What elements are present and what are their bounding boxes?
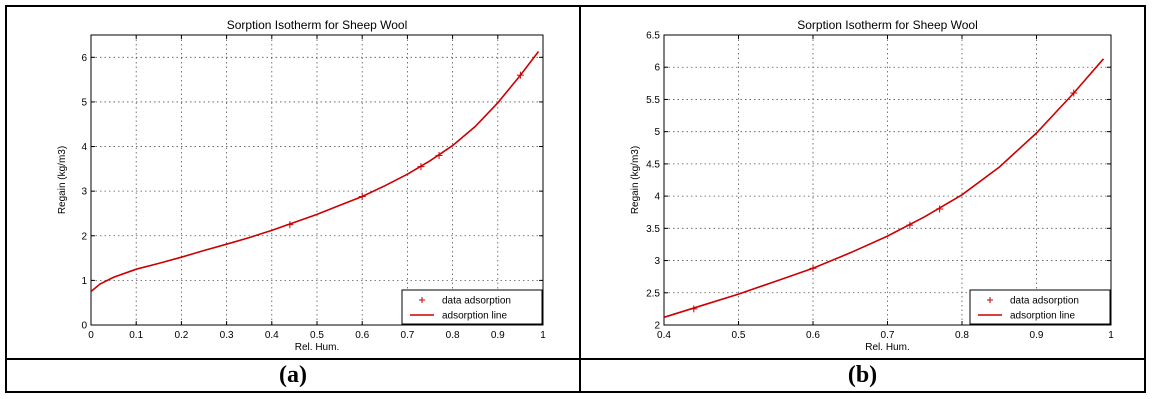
- chart-a-legend-label: data adsorption: [442, 296, 511, 307]
- chart-a-x-tick-label: 0.5: [310, 330, 324, 341]
- chart-b-legend-label: adsorption line: [1010, 311, 1075, 322]
- chart-a-y-tick-label: 4: [81, 142, 87, 153]
- caption-b: (b): [847, 362, 878, 388]
- chart-b-x-tick-label: 1: [1108, 330, 1114, 341]
- chart-a-y-axis-label: Regain (kg/m3): [57, 146, 68, 214]
- chart-b-y-tick-label: 5.5: [646, 95, 660, 106]
- chart-b-x-tick-label: 0.7: [881, 330, 895, 341]
- chart-a-y-tick-label: 3: [81, 187, 87, 198]
- chart-a-x-tick-label: 0.2: [174, 330, 188, 341]
- chart-a-legend-label: adsorption line: [442, 311, 507, 322]
- chart-a-x-tick-label: 0.4: [265, 330, 279, 341]
- chart-b-data-point: [906, 221, 914, 229]
- chart-b-y-tick-label: 2.5: [646, 288, 660, 299]
- chart-a-series-adsorption-line: [90, 51, 540, 293]
- chart-a-data-point: [358, 193, 366, 201]
- chart-a-svg: 0 0.1 0.2 0.3 0.4 0.5 0.6 0.7 0.8 0.9 1 0 1 2 3 4 5 6 Sorp…: [57, 18, 546, 353]
- chart-a-y-tick-label: 5: [81, 97, 87, 108]
- chart-b-x-axis-label: Rel. Hum.: [865, 342, 909, 353]
- chart-b-y-tick-label: 6.5: [646, 31, 660, 42]
- chart-a-data-point: [417, 163, 425, 171]
- chart-a-legend-marker-plus: [419, 297, 425, 303]
- chart-a-x-tick-label: 0.9: [491, 330, 505, 341]
- chart-b-legend-label: data adsorption: [1010, 296, 1079, 307]
- figure-frame: 0 0.1 0.2 0.3 0.4 0.5 0.6 0.7 0.8 0.9 1 0 1 2 3 4 5 6 Sorp…: [5, 5, 1146, 393]
- chart-a-x-tick-label: 0.7: [400, 330, 414, 341]
- chart-a-x-tick-label: 0: [88, 330, 94, 341]
- chart-b-y-tick-label: 3.5: [646, 224, 660, 235]
- horizontal-divider: [7, 358, 1144, 360]
- chart-b-y-tick-label: 4.5: [646, 159, 660, 170]
- chart-b-x-tick-label: 0.8: [955, 330, 969, 341]
- chart-a-x-tick-label: 0.6: [355, 330, 369, 341]
- chart-a-y-tick-label: 1: [81, 276, 87, 287]
- chart-b-y-tick-label: 3: [654, 256, 660, 267]
- chart-b-svg: 0.4 0.5 0.6 0.7 0.8 0.9 1 2 2.5 3 3.5 4 4.5 5 5.5 6 6.5 S…: [630, 18, 1114, 353]
- chart-b-legend: [969, 289, 1111, 325]
- chart-b-axes-box: [663, 34, 1112, 326]
- chart-panel-a: 0 0.1 0.2 0.3 0.4 0.5 0.6 0.7 0.8 0.9 1 0 1 2 3 4 5 6 Sorp…: [11, 11, 575, 355]
- chart-b-x-tick-label: 0.5: [732, 330, 746, 341]
- chart-a-x-tick-label: 1: [540, 330, 546, 341]
- chart-b-data-point: [809, 264, 817, 272]
- chart-a-axes-box: [90, 34, 544, 326]
- chart-b-x-tick-label: 0.9: [1030, 330, 1044, 341]
- chart-b-title: Sorption Isotherm for Sheep Wool: [797, 18, 978, 32]
- caption-a: (a): [279, 362, 307, 388]
- chart-a-y-tick-label: 2: [81, 231, 87, 242]
- chart-a-data-point: [286, 221, 294, 229]
- chart-a-x-tick-label: 0.1: [129, 330, 143, 341]
- chart-a-x-axis-label: Rel. Hum.: [295, 342, 339, 353]
- chart-b-y-tick-label: 6: [654, 63, 660, 74]
- chart-a-x-tick-label: 0.8: [446, 330, 460, 341]
- chart-b-series-adsorption-line: [663, 58, 1105, 319]
- chart-a-x-tick-label: 0.3: [220, 330, 234, 341]
- chart-b-x-tick-label: 0.4: [657, 330, 671, 341]
- chart-b-legend-marker-plus: [987, 297, 993, 303]
- chart-a-y-tick-label: 0: [81, 321, 87, 332]
- chart-a-y-tick-label: 6: [81, 53, 87, 64]
- chart-b-data-point: [936, 205, 944, 213]
- chart-b-x-tick-label: 0.6: [806, 330, 820, 341]
- chart-a-title: Sorption Isotherm for Sheep Wool: [227, 18, 408, 32]
- chart-a-data-point: [435, 151, 443, 159]
- chart-b-y-axis-label: Regain (kg/m3): [630, 146, 641, 214]
- chart-b-y-tick-label: 2: [654, 321, 660, 332]
- chart-b-data-point: [690, 305, 698, 313]
- chart-a-legend: [401, 289, 543, 325]
- chart-b-y-tick-label: 5: [654, 127, 660, 138]
- chart-a-data-point: [516, 71, 524, 79]
- chart-b-data-point: [1070, 89, 1078, 97]
- chart-b-y-tick-label: 4: [654, 192, 660, 203]
- vertical-divider: [579, 7, 581, 391]
- chart-panel-b: 0.4 0.5 0.6 0.7 0.8 0.9 1 2 2.5 3 3.5 4 4.5 5 5.5 6 6.5 S…: [585, 11, 1140, 355]
